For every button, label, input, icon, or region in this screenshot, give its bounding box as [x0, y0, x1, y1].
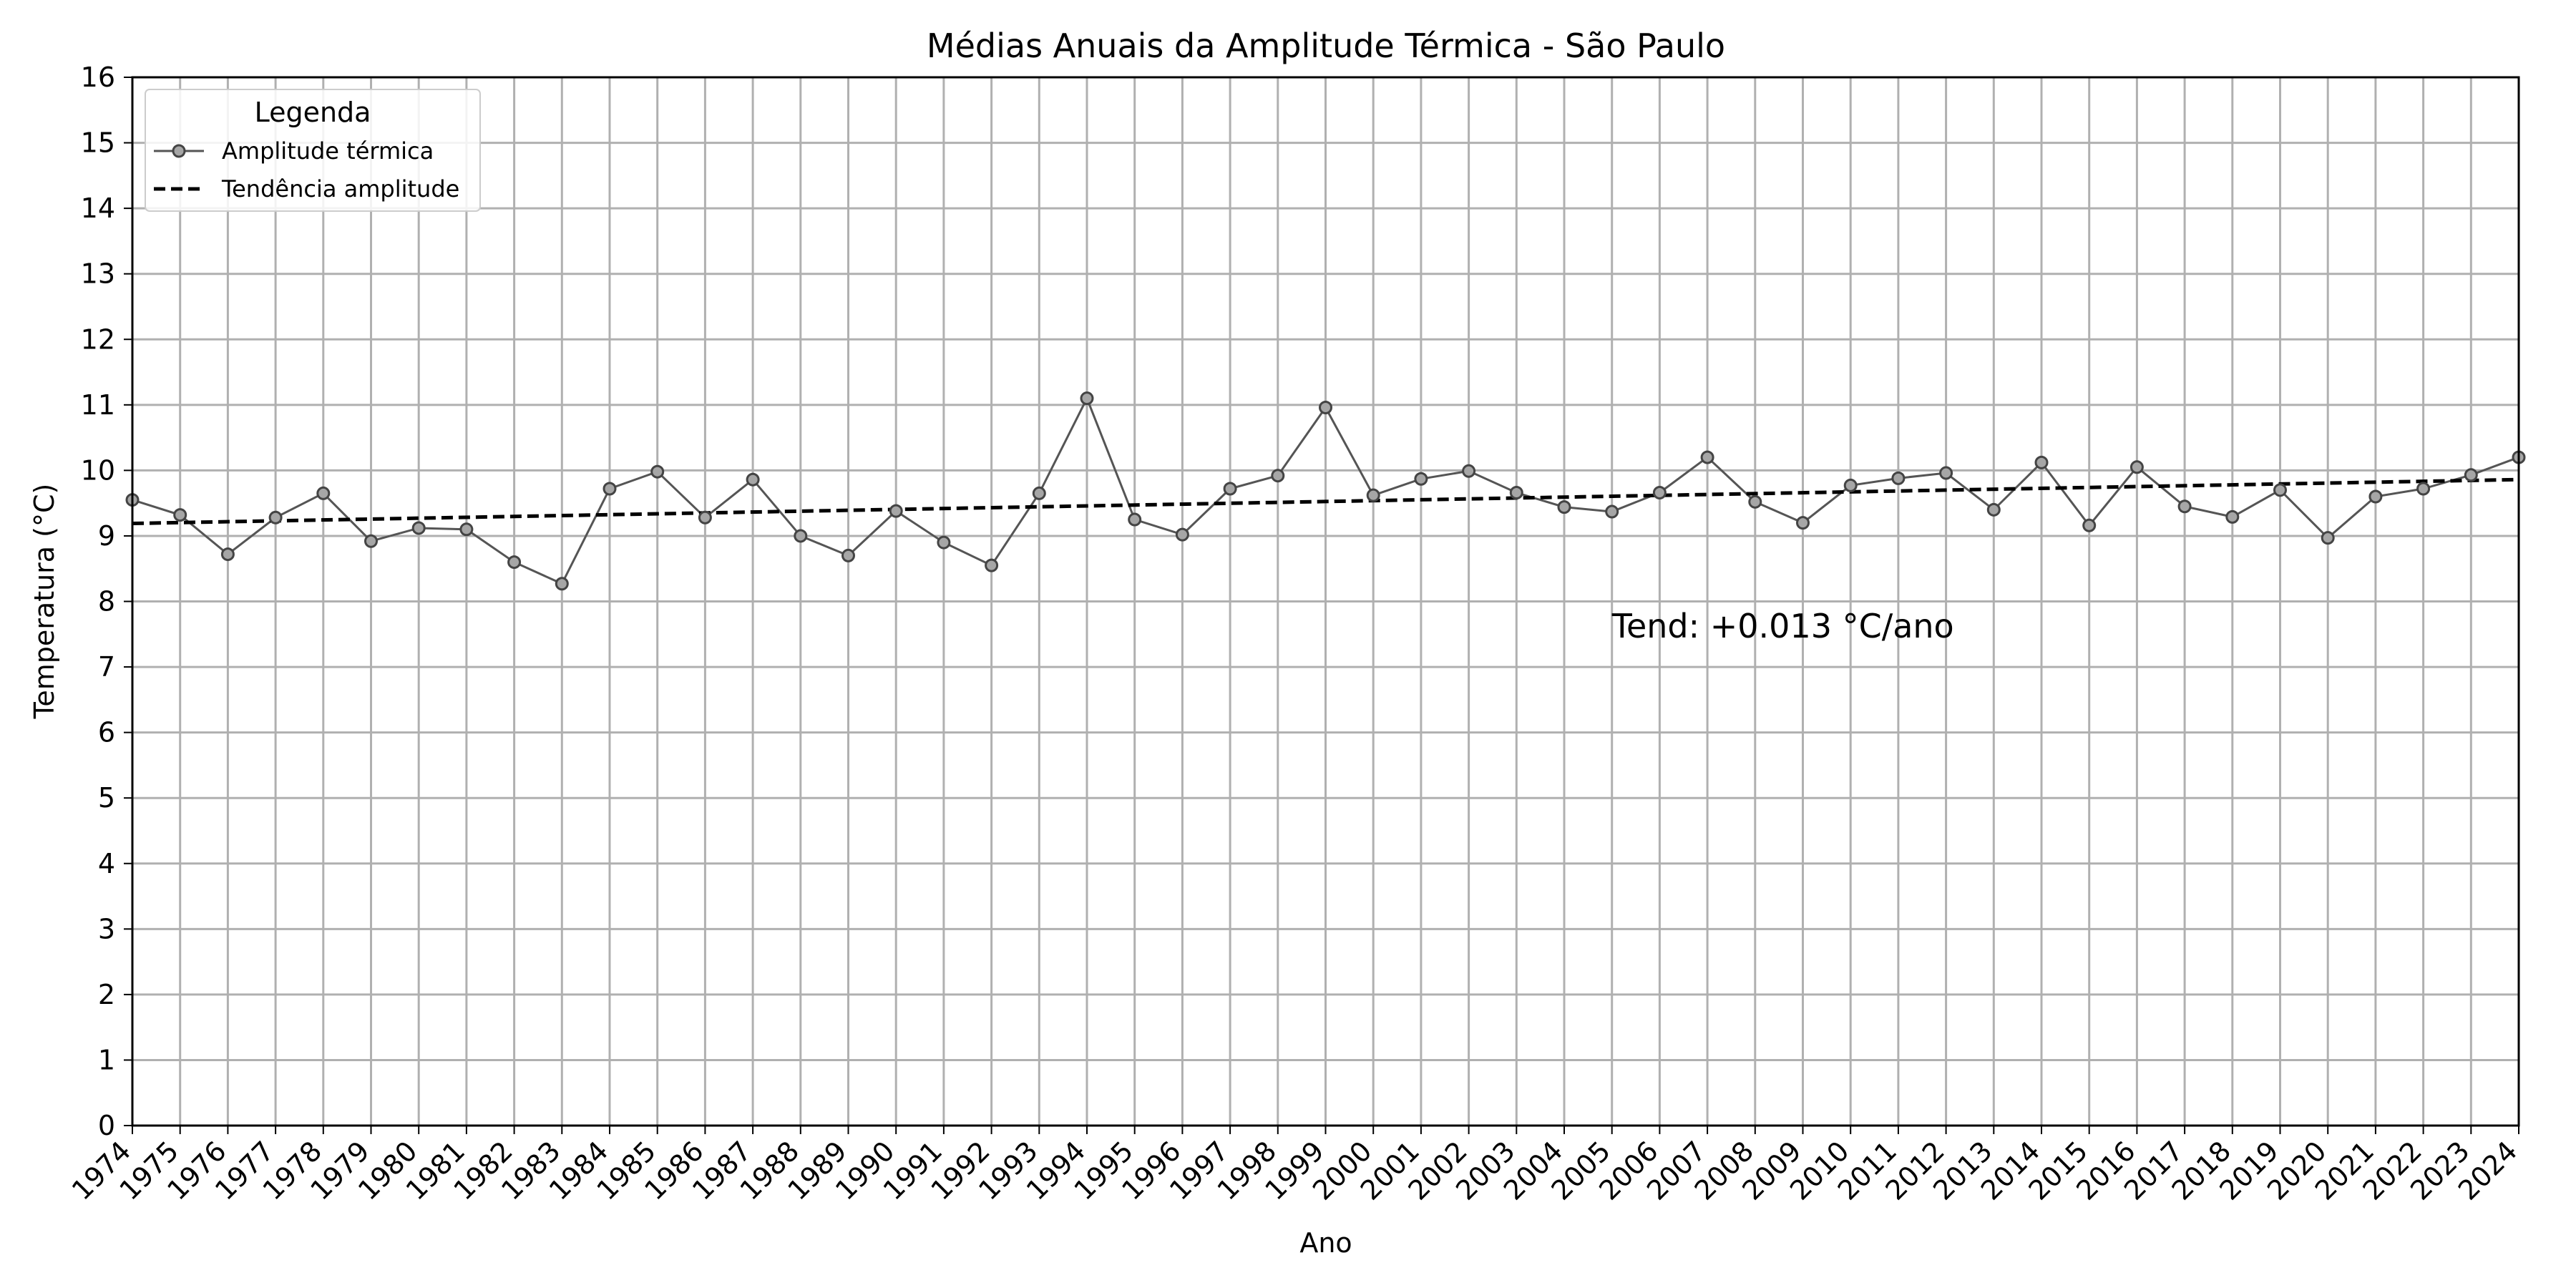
y-tick-label: 0: [98, 1110, 115, 1141]
y-tick-label: 15: [81, 127, 115, 159]
data-point: [1843, 478, 1858, 492]
series: [125, 391, 2526, 591]
data-point: [889, 504, 903, 518]
y-tick-label: 12: [81, 323, 115, 355]
data-point: [555, 577, 569, 591]
data-point: [1319, 400, 1332, 414]
data-point: [1700, 450, 1714, 464]
data-point: [1509, 486, 1523, 500]
data-point: [268, 510, 283, 525]
data-point: [1939, 466, 1953, 480]
data-point: [173, 508, 187, 522]
data-point: [746, 472, 760, 487]
data-point: [2129, 460, 2144, 474]
data-point: [1032, 486, 1046, 500]
data-point: [937, 535, 951, 550]
x-axis-label: Ano: [1299, 1227, 1352, 1259]
legend-label-trend: Tendência amplitude: [221, 175, 459, 203]
grid: [131, 76, 2520, 1127]
data-point: [411, 521, 426, 535]
data-point: [2082, 518, 2097, 532]
y-axis-label: Temperatura (°C): [29, 484, 60, 720]
data-point: [1128, 512, 1142, 527]
y-tick-label: 6: [98, 717, 115, 748]
y-tick-label: 5: [98, 782, 115, 814]
data-point: [2273, 483, 2287, 497]
chart-title: Médias Anuais da Amplitude Térmica - São…: [927, 26, 1725, 65]
y-tick-label: 1: [98, 1044, 115, 1075]
y-tick-label: 13: [81, 258, 115, 290]
ticks: 1974197519761977197819791980198119821983…: [66, 62, 2524, 1206]
data-point: [794, 529, 808, 543]
data-point: [2321, 531, 2335, 545]
y-tick-label: 8: [98, 586, 115, 618]
data-point: [602, 482, 617, 496]
data-point: [1796, 516, 1810, 530]
data-point: [1986, 502, 2001, 517]
data-point: [1271, 469, 1285, 483]
data-point: [841, 548, 855, 562]
data-point: [1557, 500, 1571, 514]
y-tick-label: 14: [81, 192, 115, 224]
legend: Legenda Amplitude térmica Tendência ampl…: [145, 89, 481, 212]
data-point: [2034, 455, 2049, 469]
data-point: [1414, 472, 1428, 486]
data-point: [2416, 482, 2431, 496]
data-point: [1366, 488, 1380, 502]
data-point: [2368, 489, 2383, 504]
data-point: [698, 510, 712, 525]
data-point: [2177, 499, 2192, 514]
data-point: [1652, 486, 1667, 500]
data-point: [1891, 471, 1906, 485]
y-tick-label: 11: [81, 389, 115, 421]
legend-title: Legenda: [255, 97, 371, 128]
data-point: [1175, 527, 1189, 542]
plot-frame: [131, 76, 2520, 1127]
y-tick-label: 3: [98, 913, 115, 945]
y-tick-label: 10: [81, 454, 115, 486]
legend-box: [145, 89, 481, 212]
trend-line: [132, 477, 2519, 526]
y-tick-label: 4: [98, 848, 115, 879]
data-point: [1080, 391, 1094, 406]
y-tick-label: 2: [98, 979, 115, 1010]
data-point: [316, 486, 331, 500]
data-point: [507, 555, 522, 570]
legend-label-amplitude: Amplitude térmica: [222, 137, 434, 165]
data-point: [2225, 509, 2240, 524]
trend-annotation: Tend: +0.013 °C/ano: [1611, 607, 1954, 645]
y-tick-label: 7: [98, 651, 115, 683]
y-tick-label: 9: [98, 520, 115, 552]
data-point: [1605, 504, 1619, 519]
data-point: [1462, 464, 1476, 478]
data-point: [650, 464, 665, 479]
legend-marker-amplitude: [172, 144, 186, 158]
y-tick-label: 16: [81, 62, 115, 93]
data-point: [985, 558, 999, 572]
data-point: [364, 534, 378, 548]
data-point: [1748, 494, 1762, 509]
data-point: [220, 547, 235, 562]
data-point: [1223, 482, 1237, 496]
data-point: [459, 522, 474, 537]
data-point: [2464, 468, 2478, 482]
